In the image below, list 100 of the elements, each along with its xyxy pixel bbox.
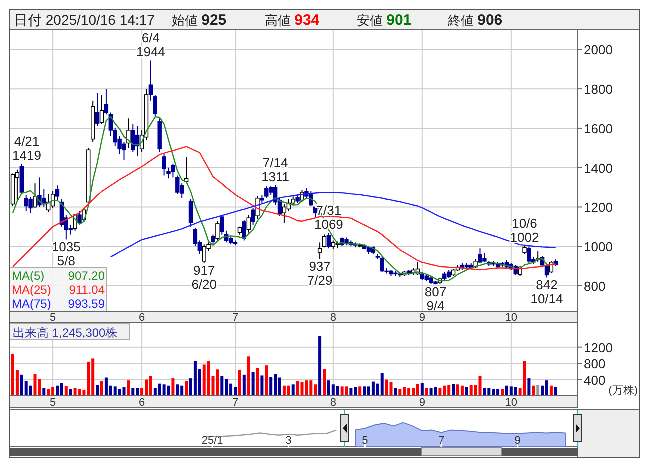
bar bbox=[416, 384, 420, 396]
bar bbox=[34, 374, 37, 396]
annotation: 4/21 1419 bbox=[12, 134, 42, 164]
annotation: 807 9/4 bbox=[424, 284, 447, 314]
y-tick-label: 1800 bbox=[584, 82, 613, 98]
bar bbox=[390, 382, 393, 396]
annotation: 10/6 1002 bbox=[510, 216, 540, 246]
candlestick bbox=[544, 264, 550, 278]
bar bbox=[300, 382, 304, 396]
text: 高値 934 bbox=[265, 12, 320, 29]
bar bbox=[434, 387, 438, 396]
x-tick-label: 8 bbox=[330, 397, 336, 409]
chart-title: 日付 2025/10/16 14:17 bbox=[14, 12, 156, 28]
text: MA(25) 911.04 bbox=[12, 283, 105, 297]
bar bbox=[532, 386, 536, 396]
bar bbox=[336, 386, 340, 396]
candlestick bbox=[193, 227, 198, 248]
bar bbox=[260, 376, 264, 396]
candlestick bbox=[148, 60, 154, 102]
bar bbox=[318, 336, 322, 396]
bar bbox=[452, 384, 456, 396]
x-tick-label: 9 bbox=[419, 312, 426, 324]
x-tick-label: 6 bbox=[138, 312, 146, 324]
bar bbox=[149, 376, 152, 396]
bar bbox=[29, 386, 32, 396]
x-tick-label: 25/1 bbox=[202, 435, 224, 447]
x-tick-label: 8 bbox=[330, 312, 336, 324]
annotation: 917 6/20 bbox=[192, 262, 218, 292]
bar bbox=[256, 368, 260, 396]
bar bbox=[167, 386, 170, 396]
bar bbox=[550, 386, 553, 396]
text: MA(5) 907.20 bbox=[12, 269, 105, 283]
bar bbox=[363, 386, 366, 396]
candlestick bbox=[188, 198, 194, 228]
text: 終値 906 bbox=[447, 12, 503, 29]
y-tick-label: 1200 bbox=[584, 200, 613, 216]
candlestick bbox=[95, 92, 100, 127]
bar bbox=[60, 383, 64, 396]
bar bbox=[398, 390, 402, 396]
y-axis-title: (万株) bbox=[608, 384, 638, 397]
candlestick bbox=[15, 169, 20, 202]
bar bbox=[345, 386, 348, 396]
candlestick bbox=[176, 175, 180, 195]
bar bbox=[69, 390, 72, 396]
bar bbox=[64, 386, 68, 396]
bar bbox=[425, 388, 428, 396]
y-tick-label: 1200 bbox=[584, 340, 613, 356]
candlestick bbox=[153, 94, 158, 118]
y-tick-label: 800 bbox=[584, 279, 606, 294]
bar bbox=[483, 388, 486, 396]
candlestick bbox=[126, 118, 131, 149]
x-tick-label: 5 bbox=[50, 397, 56, 409]
x-tick-label: 5 bbox=[362, 435, 368, 447]
text: 安値 901 bbox=[357, 12, 412, 29]
candlestick bbox=[100, 94, 104, 126]
bar bbox=[96, 385, 100, 396]
y-tick-label: 1600 bbox=[584, 121, 613, 136]
bar bbox=[47, 389, 50, 396]
annotation: 6/4 1944 bbox=[136, 30, 166, 60]
bar bbox=[292, 384, 295, 396]
bar bbox=[42, 388, 46, 396]
bar bbox=[514, 387, 518, 396]
x-tick-label: 6 bbox=[138, 397, 146, 409]
bar bbox=[523, 361, 526, 396]
y-tick-label: 800 bbox=[584, 356, 606, 372]
bar bbox=[247, 356, 250, 396]
bar bbox=[265, 366, 268, 396]
bar bbox=[554, 387, 558, 396]
bar bbox=[350, 388, 353, 396]
bar bbox=[305, 380, 308, 396]
candlestick bbox=[282, 204, 287, 224]
candlestick bbox=[104, 88, 109, 116]
x-tick-label: 9 bbox=[419, 397, 426, 409]
candlestick bbox=[220, 214, 224, 236]
x-tick-label: 3 bbox=[286, 435, 292, 447]
bar bbox=[78, 390, 82, 396]
bar bbox=[536, 385, 540, 396]
x-tick-label: 10 bbox=[505, 397, 518, 409]
bar bbox=[185, 381, 188, 396]
bar bbox=[100, 381, 104, 396]
bar bbox=[358, 386, 362, 396]
bar bbox=[501, 390, 504, 396]
bar bbox=[122, 387, 126, 396]
annotation: 7/14 1311 bbox=[262, 155, 290, 184]
x-tick-label: 9 bbox=[514, 435, 521, 447]
x-tick-label: 7 bbox=[232, 312, 239, 324]
bar bbox=[252, 372, 255, 396]
bar bbox=[420, 383, 424, 396]
bar bbox=[528, 378, 531, 396]
chart-title: 出来高 1,245,300株 bbox=[13, 326, 118, 340]
candlestick bbox=[246, 214, 251, 234]
text: MA(75) 993.59 bbox=[12, 297, 105, 311]
annotation: 842 10/14 bbox=[530, 278, 564, 307]
bar bbox=[238, 370, 242, 396]
y-tick-label: 400 bbox=[584, 372, 606, 388]
x-tick-label: 5 bbox=[50, 312, 56, 324]
candlestick bbox=[326, 232, 332, 250]
text: 始値 925 bbox=[172, 12, 227, 29]
candlestick bbox=[251, 208, 256, 226]
bar bbox=[323, 369, 326, 396]
